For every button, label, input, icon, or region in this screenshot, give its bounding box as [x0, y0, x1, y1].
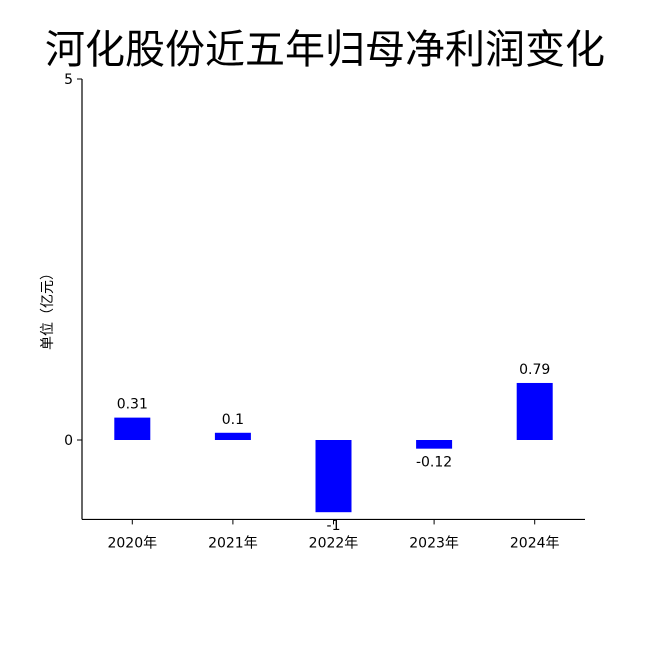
- bar-4: [516, 382, 553, 440]
- y-tick-label: 0: [64, 433, 73, 449]
- x-tick-label: 2023年: [409, 535, 459, 551]
- y-axis-label: 单位（亿元）: [40, 266, 56, 350]
- data-label: 0.1: [222, 412, 244, 428]
- data-label: -1: [327, 518, 341, 534]
- bar-0: [114, 417, 151, 440]
- axes: 0 5 单位（亿元） 2020年 2021年 2022年 2023年 2024年: [40, 72, 585, 551]
- y-tick-label: 5: [64, 72, 73, 88]
- x-tick-label: 2022年: [309, 535, 359, 551]
- x-tick-label: 2024年: [510, 535, 560, 551]
- data-label: 0.79: [519, 362, 550, 378]
- x-tick-label: 2020年: [107, 535, 157, 551]
- data-label: 0.31: [117, 397, 148, 413]
- data-labels: 0.31 0.1 -1 -0.12 0.79: [117, 362, 551, 534]
- bars: [114, 382, 553, 513]
- data-label: -0.12: [416, 455, 452, 471]
- bar-2: [315, 440, 352, 513]
- bar-1: [214, 432, 251, 440]
- chart-title: 河化股份近五年归母净利润变化: [45, 27, 605, 73]
- bar-3: [416, 440, 453, 449]
- x-tick-label: 2021年: [208, 535, 258, 551]
